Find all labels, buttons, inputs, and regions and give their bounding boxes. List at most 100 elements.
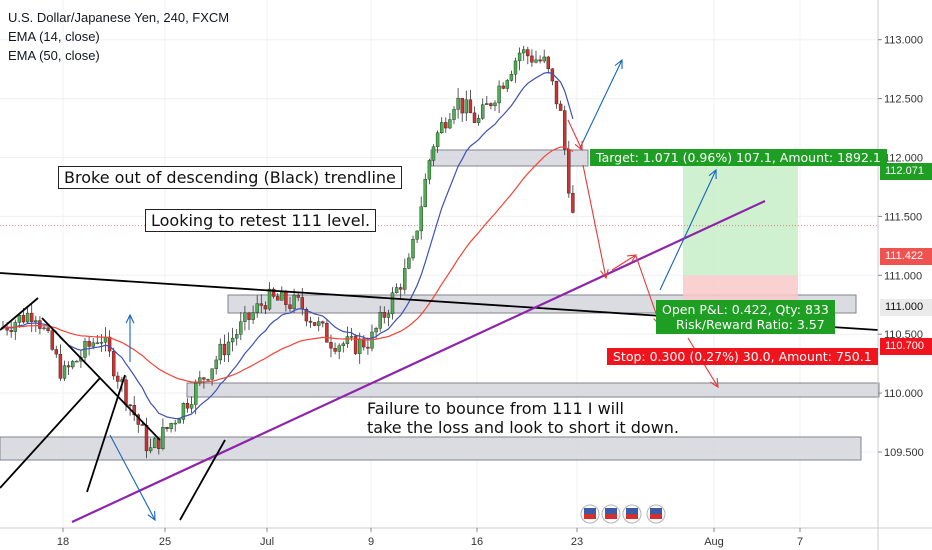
candle-body [38,320,42,329]
event-flag-blue-3 [650,508,662,514]
candle-body [42,327,46,330]
candle-body [308,320,313,323]
candle-body [284,291,288,305]
candle-body [530,55,534,63]
candle-body [321,321,325,324]
retest-annotation: Looking to retest 111 level. [145,209,377,232]
failure-annotation: Failure to bounce from 111 I will take t… [362,398,684,438]
candle-body [288,304,292,309]
candle-body [468,99,473,114]
chart-legend: U.S. Dollar/Japanese Yen, 240, FXCM EMA … [8,8,229,65]
channel-line-1 [41,317,161,441]
candle-body [99,342,104,344]
event-flag-red-2 [626,514,638,519]
candle-body [526,49,530,57]
y-tick-label-6: 110.000 [884,388,923,400]
candle-body [87,341,91,347]
channel-line-3 [86,374,126,493]
candle-body [312,322,317,326]
candle-body [513,60,518,75]
x-tick-label-7: 7 [797,536,803,548]
candle-body [255,303,259,313]
x-tick-label-5: 23 [571,536,583,548]
candle-body [128,404,132,407]
x-tick-label-0: 18 [57,536,69,548]
target-tag: Target: 1.071 (0.96%) 107.1, Amount: 189… [590,149,887,166]
candle-body [210,368,214,380]
candle-body [304,309,309,322]
candle-body [509,73,514,81]
blue-arrow-target-head [614,58,623,70]
candle-body [25,312,30,323]
x-tick-label-6: Aug [704,536,724,548]
candle-body [554,80,559,105]
candle-body [75,360,79,363]
candle-body [419,206,423,232]
y-tick-label-3: 111.500 [884,211,922,223]
red-arrow-2-head [600,269,609,280]
candle-body [30,312,34,323]
candle-body [423,178,427,207]
candle-body [427,160,432,180]
candle-body [70,361,75,368]
candle-body [386,313,391,318]
candle-body [333,348,337,352]
symbol-title: U.S. Dollar/Japanese Yen, 240, FXCM [8,10,230,25]
candle-body [263,305,268,310]
x-tick-label-3: 9 [368,536,374,548]
candle-body [517,52,522,62]
x-tick-label-1: 25 [159,536,171,548]
red-arrow-3-head [626,254,638,263]
y-tick-label-4: 111.000 [884,270,922,282]
candle-body [489,103,493,107]
candle-body [366,346,370,349]
candle-body [230,337,235,343]
event-flag-red-3 [650,514,662,519]
candle-body [472,112,477,123]
event-flag-blue-2 [626,508,638,514]
candle-body [218,343,223,361]
candle-body [394,287,399,293]
candle-body [374,328,378,333]
candle-body [161,427,165,449]
candle-body [325,322,329,343]
candle-body [378,312,382,329]
candle-body [337,345,341,352]
candle-body [234,334,239,339]
rr-text: Risk/Reward Ratio: 3.57 [676,317,825,332]
y-tick-label-1: 112.500 [884,94,923,106]
candle-body [124,379,128,406]
candle-body [214,359,218,369]
candle-body [21,314,26,323]
candle-body [497,85,501,104]
candle-body [34,320,38,323]
channel-line-2 [0,377,101,489]
candle-body [202,377,206,380]
moving-averages [2,71,574,420]
last-price-label: 111.422 [880,248,932,265]
x-tick-label-4: 16 [471,536,483,548]
candle-body [46,327,50,331]
candle-body [152,438,157,448]
support-zone-3 [430,149,589,167]
candle-body [329,342,333,349]
candle-body [111,350,116,377]
candle-body [226,341,231,356]
failure-line-2: take the loss and look to short it down. [367,418,680,437]
candle-body [390,292,395,315]
support-zone-1 [186,382,880,398]
candle-body [435,132,440,147]
candle-body [476,118,481,123]
candle-body [58,353,63,379]
candle-body [407,257,411,269]
blue-arrow-down-head [147,510,156,522]
channel-line-4 [179,439,226,521]
candle-body [464,99,468,114]
candle-body [349,336,354,338]
candles [1,45,575,459]
candle-body [222,343,227,356]
pnl-tag: Open P&L: 0.422, Qty: 833 Risk/Reward Ra… [656,300,835,334]
candle-body [62,365,67,379]
support-zone-2 [0,436,862,461]
